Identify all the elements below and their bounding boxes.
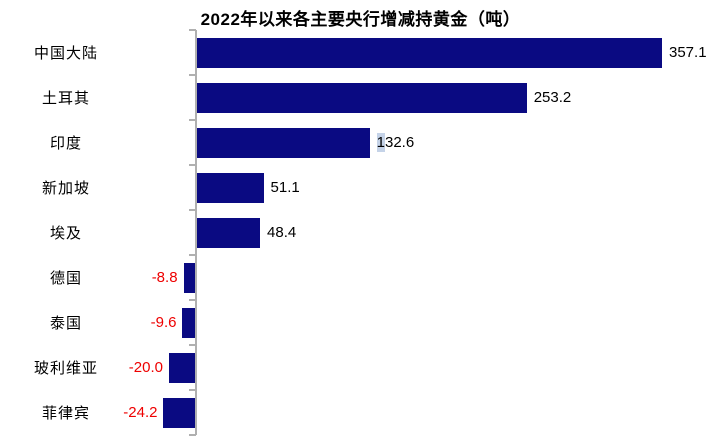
value-label: -8.8 xyxy=(151,269,178,286)
selected-text: 1 xyxy=(376,133,385,152)
bar-row: 菲律宾 -24.2 xyxy=(0,390,721,435)
bar-row: 新加坡 51.1 xyxy=(0,165,721,210)
value-label: 253.2 xyxy=(533,89,572,106)
category-label: 土耳其 xyxy=(41,90,90,107)
category-label: 新加坡 xyxy=(41,180,90,197)
value-label: -9.6 xyxy=(150,314,177,331)
axis-tick xyxy=(189,209,196,211)
chart-title: 2022年以来各主要央行增减持黄金（吨） xyxy=(200,10,521,29)
axis-tick xyxy=(189,299,196,301)
bar-row: 中国大陆 357.1 xyxy=(0,30,721,75)
axis-tick xyxy=(189,119,196,121)
value-label: 357.1 xyxy=(669,44,707,61)
axis-tick xyxy=(189,434,196,436)
bar xyxy=(197,82,527,113)
bar-row: 埃及 48.4 xyxy=(0,210,721,255)
axis-tick xyxy=(189,344,196,346)
axis-tick xyxy=(189,164,196,166)
bar xyxy=(182,307,195,338)
bar-row: 印度 1 32.6 xyxy=(0,120,721,165)
category-label: 埃及 xyxy=(49,225,82,242)
value-label: 51.1 xyxy=(270,179,300,196)
category-label: 泰国 xyxy=(49,315,82,332)
category-label: 玻利维亚 xyxy=(33,360,98,377)
bar xyxy=(197,217,261,248)
axis-tick xyxy=(189,29,196,31)
bar xyxy=(197,127,370,158)
axis-tick xyxy=(189,389,196,391)
value-label-text: 32.6 xyxy=(385,134,415,151)
bar xyxy=(197,37,662,68)
bar xyxy=(183,262,195,293)
axis-tick xyxy=(189,254,196,256)
bar-row: 玻利维亚 -20.0 xyxy=(0,345,721,390)
baseline-axis xyxy=(195,30,197,435)
value-label: -20.0 xyxy=(128,359,163,376)
bar-row: 德国 -8.8 xyxy=(0,255,721,300)
plot-area: 中国大陆 357.1 土耳其 253.2 印度 1 32.6 新加坡 51.1 埃及 48.4 德国 -… xyxy=(0,29,721,436)
value-label: 48.4 xyxy=(267,224,297,241)
value-label: 1 32.6 xyxy=(376,120,415,165)
category-label: 德国 xyxy=(49,270,82,287)
value-label: -24.2 xyxy=(123,404,158,421)
category-label: 中国大陆 xyxy=(33,45,98,62)
bar-row: 土耳其 253.2 xyxy=(0,75,721,120)
axis-tick xyxy=(189,74,196,76)
bar xyxy=(168,352,195,383)
category-label: 印度 xyxy=(49,135,82,152)
bar xyxy=(197,172,264,203)
bar-row: 泰国 -9.6 xyxy=(0,300,721,345)
category-label: 菲律宾 xyxy=(41,405,90,422)
bar xyxy=(163,397,195,428)
